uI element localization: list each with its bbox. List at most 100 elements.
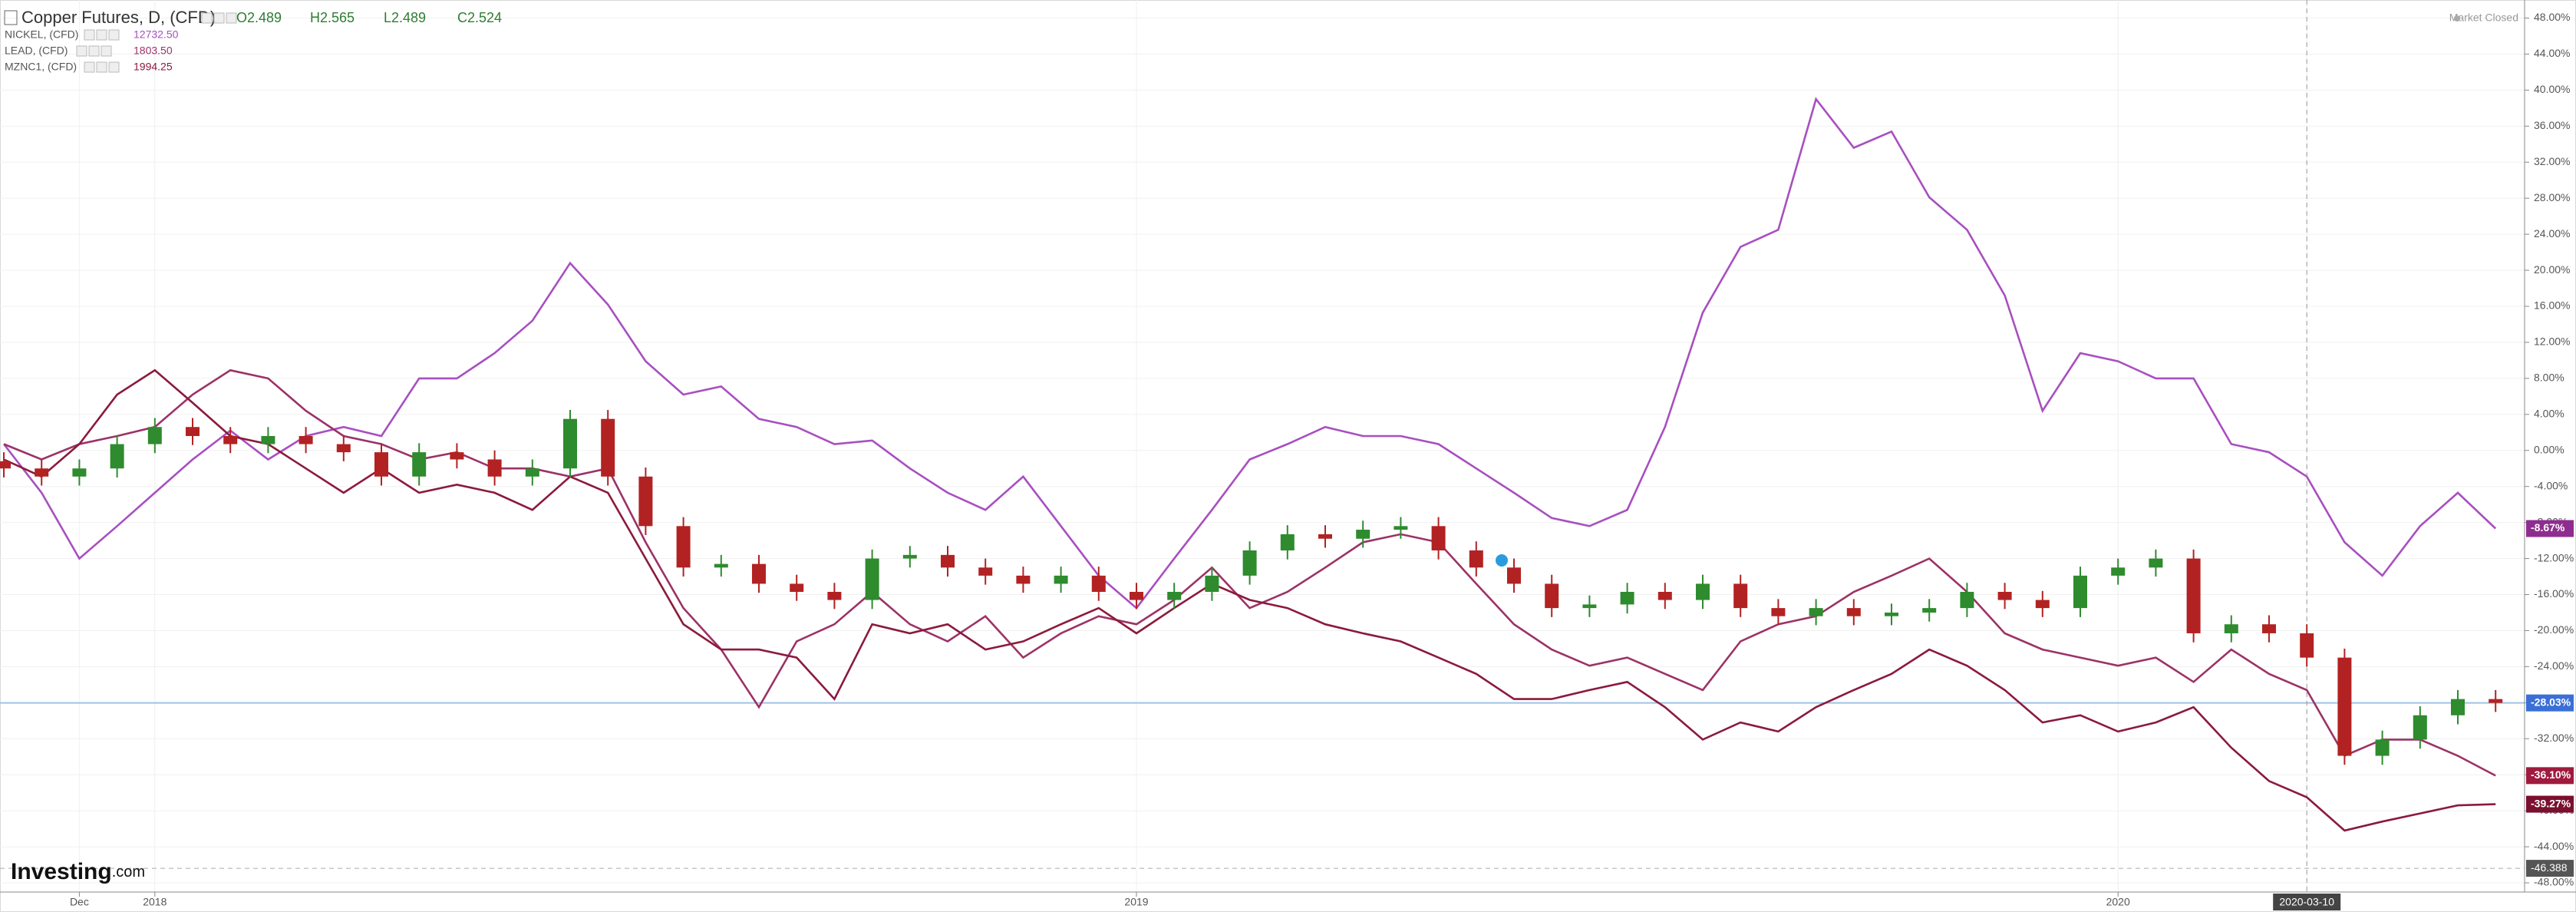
last-value-label: -8.67% [2531,521,2565,534]
x-tick-label: 2020-03-10 [2279,896,2334,908]
candle-body [374,452,388,477]
y-tick-label: 4.00% [2534,408,2564,420]
candle-body [261,435,275,444]
candle-body [487,459,502,477]
last-value-box [2526,795,2574,813]
y-tick-label: -4.00% [2534,479,2568,491]
title-mark [4,10,18,25]
candle-body [1922,608,1937,613]
candle-body [2451,699,2465,715]
candle-body [941,554,955,568]
y-tick-label: 28.00% [2534,191,2570,203]
candle-body [2224,624,2238,633]
candle-body [1280,534,1295,551]
y-tick-label: 0.00% [2534,443,2564,455]
candle-body [902,554,917,559]
x-tick-label: 2019 [1124,896,1148,908]
y-tick-label: 8.00% [2534,372,2564,384]
legend-icon [108,29,120,41]
candle-body [1809,608,1823,616]
y-tick-label: 24.00% [2534,227,2570,240]
candle-body [2337,657,2352,756]
legend-price: 1994.25 [134,61,173,73]
series-line [2,97,2497,610]
y-tick-label: -16.00% [2534,587,2574,600]
y-tick-label: 40.00% [2534,83,2570,95]
legend-icon [213,12,225,24]
candle-body [1130,591,1143,600]
reference-label-box [2526,860,2574,877]
candle-body [1545,583,1559,609]
candle-body [1657,591,1672,600]
x-tick-label: Dec [70,896,89,908]
candle-body [1582,604,1597,609]
candle-body [1846,608,1861,616]
axis: 48.00% 44.00% 40.00% 36.00% 32.00% 28.00% 24.0… [70,11,2574,910]
candle-body [147,427,162,444]
candle-body [1431,526,1446,551]
plot [0,0,2503,892]
candle-body [2111,567,2126,576]
status-dot [2454,15,2460,21]
candle-body [2073,575,2087,609]
candle-body [298,435,313,444]
candle-body [186,427,200,436]
candle-body [412,452,427,477]
last-value-box [2526,767,2574,785]
candle-body [1960,591,1974,609]
event-marker[interactable] [1496,554,1508,567]
candle-body [1696,583,1710,600]
candle-body [1016,575,1031,584]
candle-body [1242,550,1257,576]
candle-body [1997,591,2012,600]
candle-body [2186,558,2201,633]
y-tick-label: -20.00% [2534,623,2574,636]
candle-body [110,444,124,469]
candle-body [1507,567,1521,584]
reference-label: -46.388 [2531,861,2568,874]
y-tick-label: 20.00% [2534,263,2570,276]
last-value-label: -39.27% [2531,797,2571,809]
logo-suffix: .com [112,864,145,881]
y-tick-label: 12.00% [2534,335,2570,348]
x-tick-label: 2018 [143,896,167,908]
legend-name[interactable]: NICKEL, (CFD) [5,28,78,41]
candle-body [1167,591,1182,600]
legend-icon [76,45,87,57]
candle-body [1885,612,1898,616]
ohlc-value: O2.489 [236,10,282,25]
legend-icon [101,45,112,57]
candle-body [1394,526,1408,530]
legend-icon [84,61,95,73]
legend-price: 1803.50 [134,45,173,57]
legend-icon [88,45,100,57]
candle-body [601,418,615,477]
candle-body [1205,575,1219,592]
legend-name[interactable]: MZNC1, (CFD) [5,61,77,73]
y-tick-label: -32.00% [2534,732,2574,744]
candle-body [1620,591,1634,605]
y-tick-label: 16.00% [2534,299,2570,312]
y-tick-label: 48.00% [2534,11,2570,23]
legend-icon [96,29,107,41]
legend-name[interactable]: LEAD, (CFD) [5,45,68,57]
x-highlight-box [2273,894,2341,910]
candle-body [790,583,804,592]
ohlc-value: C2.524 [457,10,502,25]
legend-price: 12732.50 [134,28,179,41]
candle-body [72,468,87,477]
y-tick-label: -24.00% [2534,659,2574,672]
candle-body [1356,530,1370,539]
candle-body [525,468,539,477]
candle-body [638,476,653,527]
candle-body [2262,624,2276,633]
legend-icon [84,29,95,41]
legend-icon [201,12,213,24]
ohlc-value: H2.565 [310,10,355,25]
candle-body [1054,575,1068,584]
candle-body [563,418,577,469]
y-tick-label: -12.00% [2534,551,2574,563]
candle-body [336,444,351,453]
y-tick-label: -44.00% [2534,840,2574,852]
